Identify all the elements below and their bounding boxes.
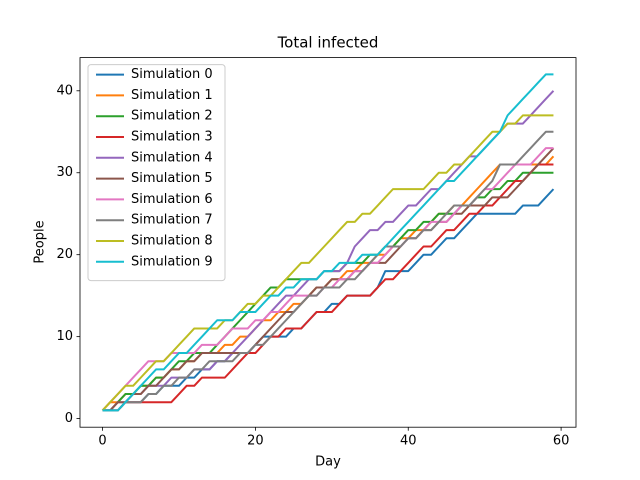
y-tick-label: 0	[65, 411, 73, 426]
x-tick-label: 20	[247, 434, 264, 449]
legend-label: Simulation 1	[131, 88, 213, 103]
legend-label: Simulation 4	[131, 150, 213, 165]
series-line	[102, 163, 554, 412]
series-line	[101, 114, 554, 412]
series-line	[102, 147, 555, 412]
legend-label: Simulation 2	[131, 109, 213, 124]
series-line	[102, 73, 554, 412]
series-line	[102, 130, 554, 412]
legend-label: Simulation 0	[131, 67, 213, 82]
chart-title: Total infected	[277, 34, 379, 52]
y-tick-label: 40	[56, 83, 73, 98]
legend-label: Simulation 3	[131, 130, 213, 145]
legend-box	[87, 64, 226, 282]
y-tick-label: 10	[56, 329, 73, 344]
y-tick-label: 30	[56, 165, 73, 180]
legend-label: Simulation 9	[131, 254, 213, 269]
x-tick-label: 40	[400, 434, 417, 449]
y-axis-label: People	[33, 220, 48, 263]
legend-label: Simulation 6	[131, 192, 213, 207]
x-axis-label: Day	[315, 455, 341, 470]
y-tick-label: 20	[56, 247, 73, 262]
x-tick-label: 60	[553, 434, 570, 449]
legend-label: Simulation 5	[131, 171, 213, 186]
legend-label: Simulation 7	[131, 213, 213, 228]
legend-label: Simulation 8	[131, 234, 213, 249]
x-tick-label: 0	[98, 434, 106, 449]
axes-frame	[79, 57, 577, 428]
